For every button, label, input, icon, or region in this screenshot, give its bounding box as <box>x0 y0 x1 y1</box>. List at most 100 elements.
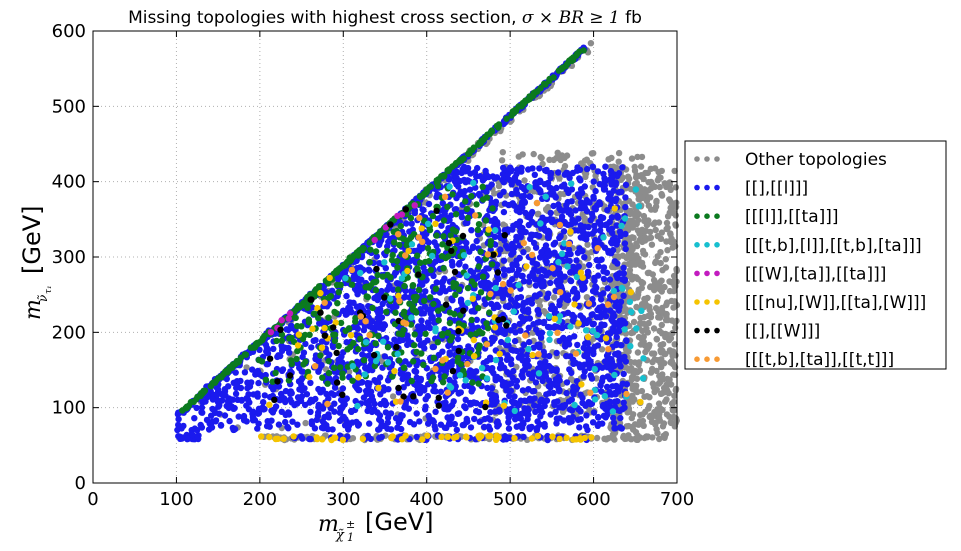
data-point <box>336 417 344 425</box>
data-point <box>586 261 593 269</box>
data-point <box>661 283 668 291</box>
data-point <box>567 269 574 276</box>
data-point <box>635 216 642 224</box>
data-point <box>334 300 341 307</box>
data-point <box>482 300 489 308</box>
data-point <box>602 163 609 170</box>
data-point <box>471 415 478 423</box>
data-point <box>639 194 646 202</box>
data-point <box>369 304 376 312</box>
data-point <box>666 179 673 186</box>
data-point <box>468 316 475 324</box>
data-point <box>329 426 336 433</box>
data-point <box>654 177 661 184</box>
data-point <box>452 206 460 213</box>
data-point <box>504 226 511 233</box>
data-point <box>664 224 671 231</box>
data-point <box>532 179 540 186</box>
data-point <box>444 203 451 211</box>
data-point <box>481 423 488 431</box>
data-point <box>285 425 292 432</box>
data-point <box>520 278 528 285</box>
data-point <box>411 331 418 338</box>
data-point <box>650 221 657 228</box>
data-point <box>524 357 531 364</box>
data-point <box>620 264 627 271</box>
data-point <box>657 259 664 267</box>
data-point <box>441 424 449 431</box>
data-point <box>449 297 456 304</box>
data-point <box>443 406 451 413</box>
data-point <box>330 391 338 398</box>
data-point <box>619 164 626 171</box>
data-point <box>262 376 270 383</box>
data-point <box>389 393 397 400</box>
data-point <box>558 272 565 280</box>
data-point <box>566 207 573 214</box>
data-point <box>534 319 541 326</box>
data-point <box>419 206 426 213</box>
data-point <box>556 175 563 182</box>
data-point <box>511 337 519 345</box>
data-point <box>505 413 512 420</box>
data-point <box>536 297 543 305</box>
data-point <box>397 222 404 230</box>
data-point <box>634 294 641 301</box>
data-point <box>524 213 532 221</box>
data-point <box>488 181 495 188</box>
data-point <box>620 292 627 299</box>
data-point <box>501 200 509 207</box>
data-point <box>469 379 476 386</box>
data-point <box>434 215 442 222</box>
data-point <box>617 363 624 370</box>
data-point <box>636 367 644 374</box>
data-point <box>615 189 623 196</box>
data-point <box>633 240 640 247</box>
data-point <box>493 174 501 181</box>
data-point <box>324 426 332 433</box>
data-point <box>663 238 670 245</box>
data-point <box>362 387 370 395</box>
data-point <box>517 327 524 334</box>
data-point <box>590 178 597 185</box>
data-point <box>627 260 634 268</box>
data-point <box>543 272 550 279</box>
data-point <box>614 274 621 282</box>
data-point <box>567 277 575 285</box>
data-point <box>531 171 538 178</box>
data-point <box>668 235 675 242</box>
data-point <box>582 402 589 409</box>
data-point <box>384 243 391 250</box>
data-point <box>482 171 490 178</box>
data-point <box>538 329 546 336</box>
data-point <box>658 321 665 329</box>
data-point <box>656 279 664 286</box>
data-point <box>402 403 409 411</box>
data-point <box>550 202 557 210</box>
data-point <box>608 434 615 441</box>
data-point <box>468 370 475 378</box>
data-point <box>319 374 326 381</box>
data-point <box>579 286 586 293</box>
data-point <box>624 409 631 416</box>
data-point <box>670 407 677 414</box>
data-point <box>475 345 482 352</box>
data-point <box>399 412 406 419</box>
data-point <box>533 326 540 333</box>
data-point <box>430 387 437 395</box>
data-point <box>422 288 429 295</box>
data-point <box>329 287 336 294</box>
data-point <box>440 233 447 240</box>
data-point <box>480 136 487 144</box>
data-point <box>660 420 668 427</box>
data-point <box>619 174 626 182</box>
data-point <box>353 418 360 426</box>
data-point <box>634 153 641 161</box>
data-point <box>601 435 608 442</box>
data-point <box>550 389 557 397</box>
data-point <box>462 263 469 270</box>
data-point <box>666 376 673 383</box>
data-point <box>402 358 409 365</box>
data-point <box>661 180 668 187</box>
data-point <box>655 400 663 407</box>
